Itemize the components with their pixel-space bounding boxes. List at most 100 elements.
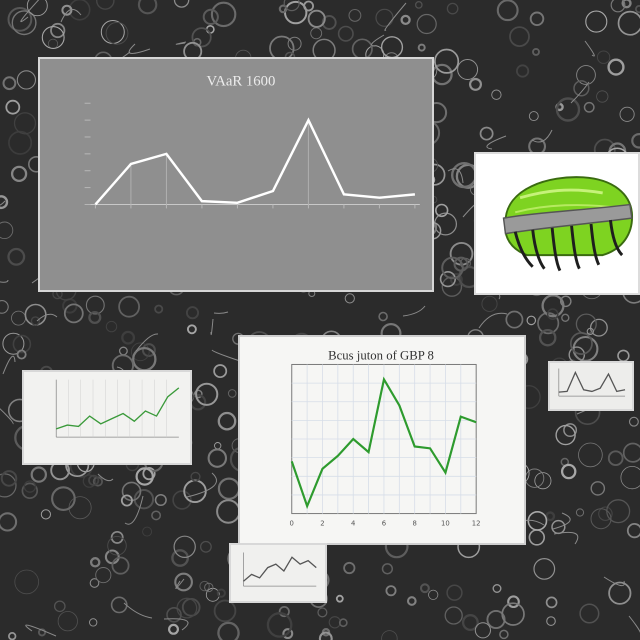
- green-x-tick-label: 4: [351, 519, 355, 527]
- texture-ring: [5, 99, 21, 115]
- texture-ring: [400, 14, 411, 26]
- texture-ring: [505, 310, 524, 329]
- texture-ring: [573, 80, 590, 97]
- texture-ring: [541, 294, 565, 318]
- texture-ring: [82, 474, 97, 488]
- texture-ring: [343, 561, 356, 575]
- small-series-line: [243, 556, 317, 582]
- texture-ring: [578, 442, 603, 468]
- texture-ring: [491, 89, 502, 100]
- texture-ring: [142, 526, 153, 537]
- texture-ring: [105, 320, 118, 333]
- texture-vine: [371, 34, 385, 47]
- texture-ring: [439, 271, 457, 288]
- texture-ring: [307, 9, 326, 28]
- texture-ring: [501, 602, 525, 626]
- texture-ring: [174, 572, 193, 592]
- texture-ring: [303, 0, 315, 12]
- texture-ring: [190, 471, 201, 482]
- texture-ring: [406, 596, 417, 606]
- texture-ring: [30, 466, 47, 483]
- texture-ring: [590, 481, 606, 496]
- texture-ring: [171, 549, 190, 567]
- texture-ring: [583, 101, 595, 113]
- texture-ring: [378, 311, 388, 322]
- texture-ring: [51, 486, 76, 511]
- texture-ring: [107, 535, 127, 556]
- small-chart-card-left: [22, 370, 192, 465]
- texture-ring: [563, 423, 578, 438]
- texture-vine: [552, 512, 571, 530]
- texture-ring: [546, 616, 556, 626]
- texture-ring: [321, 15, 337, 30]
- small-chart-bottom-series: [243, 556, 317, 582]
- texture-ring: [217, 621, 240, 640]
- texture-ring: [419, 583, 430, 594]
- texture-vine: [447, 168, 464, 184]
- texture-ring: [120, 494, 133, 507]
- texture-ring: [0, 470, 18, 487]
- texture-ring: [555, 97, 581, 122]
- texture-vine: [0, 279, 9, 283]
- texture-ring: [528, 111, 539, 122]
- texture-ring: [576, 65, 596, 85]
- texture-ring: [278, 606, 290, 618]
- texture-vine: [603, 576, 625, 587]
- texture-ring: [41, 26, 65, 49]
- texture-vine: [478, 312, 508, 329]
- texture-ring: [381, 630, 398, 640]
- texture-ring: [30, 316, 41, 326]
- texture-vine: [36, 313, 58, 322]
- texture-ring: [496, 0, 519, 22]
- texture-ring: [526, 315, 537, 326]
- grey-band-shape: [502, 203, 633, 235]
- texture-ring: [434, 48, 460, 74]
- small-series-line: [558, 370, 626, 393]
- texture-ring: [130, 342, 150, 362]
- texture-ring: [527, 511, 548, 531]
- texture-ring: [266, 612, 293, 638]
- texture-ring: [507, 595, 520, 609]
- texture-vine: [175, 41, 187, 45]
- texture-ring: [141, 343, 156, 358]
- texture-ring: [532, 47, 540, 56]
- green-x-tick-label: 0: [290, 519, 294, 527]
- texture-ring: [154, 493, 167, 507]
- texture-ring: [335, 594, 344, 603]
- texture-ring: [461, 614, 479, 631]
- texture-ring: [620, 466, 640, 490]
- texture-ring: [631, 133, 640, 149]
- texture-ring: [12, 334, 32, 354]
- texture-vine: [97, 473, 114, 482]
- texture-ring: [216, 588, 226, 598]
- texture-ring: [586, 327, 594, 336]
- texture-ring: [168, 623, 180, 635]
- texture-ring: [14, 569, 40, 595]
- texture-ring: [474, 622, 491, 639]
- texture-ring: [142, 466, 156, 481]
- texture-vine: [211, 349, 241, 362]
- gray-line-chart: VAaR 1600: [84, 74, 420, 209]
- green-object-illustration: [476, 154, 638, 293]
- texture-ring: [628, 416, 639, 427]
- texture-vine: [135, 333, 159, 352]
- texture-vine: [213, 311, 229, 314]
- texture-ring: [622, 442, 640, 463]
- small-chart-left-axes: [55, 379, 179, 438]
- texture-ring: [428, 589, 439, 600]
- texture-vine: [175, 578, 185, 589]
- texture-vine: [531, 129, 553, 143]
- texture-vine: [486, 135, 507, 150]
- texture-ring: [2, 332, 25, 355]
- texture-ring: [515, 64, 530, 78]
- texture-vine: [0, 408, 14, 425]
- texture-ring: [185, 306, 200, 320]
- texture-ring: [217, 411, 237, 431]
- texture-ring: [8, 130, 33, 155]
- texture-ring: [11, 10, 37, 36]
- texture-ring: [23, 480, 37, 493]
- texture-ring: [96, 0, 115, 10]
- texture-ring: [283, 0, 300, 12]
- texture-ring: [453, 256, 469, 272]
- texture-vine: [20, 0, 40, 23]
